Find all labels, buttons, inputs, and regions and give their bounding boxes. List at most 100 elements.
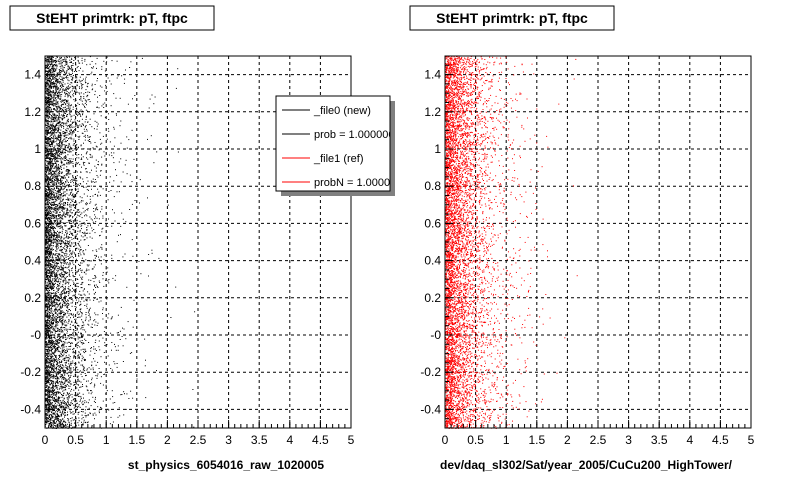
data-point: [53, 262, 55, 264]
data-point: [72, 274, 74, 276]
data-point: [62, 311, 64, 313]
data-point: [52, 340, 53, 342]
data-point: [47, 84, 49, 86]
data-point: [50, 259, 52, 261]
data-point: [47, 357, 49, 359]
data-point: [61, 354, 63, 356]
data-point: [50, 150, 52, 152]
data-point: [48, 67, 50, 69]
data-point: [67, 204, 69, 206]
data-point: [77, 183, 79, 185]
data-point: [56, 244, 58, 245]
data-point: [64, 262, 66, 264]
data-point: [124, 253, 126, 255]
data-point: [58, 299, 60, 301]
data-point: [57, 348, 59, 350]
data-point: [57, 291, 59, 293]
data-point: [114, 220, 116, 222]
data-point: [65, 423, 67, 425]
data-point: [47, 215, 48, 217]
data-point: [68, 336, 70, 338]
data-point: [46, 156, 48, 158]
data-point: [76, 272, 78, 274]
data-point: [75, 124, 77, 126]
data-point: [66, 250, 68, 252]
data-point: [74, 213, 76, 215]
data-point: [82, 400, 84, 402]
data-point: [59, 168, 61, 169]
data-point: [55, 259, 57, 261]
data-point: [60, 374, 62, 376]
data-point: [47, 412, 49, 414]
data-point: [67, 385, 69, 387]
data-point: [58, 150, 60, 152]
data-point: [50, 127, 52, 129]
data-point: [57, 271, 59, 273]
data-point: [52, 94, 54, 96]
data-point: [140, 273, 142, 275]
data-point: [47, 210, 49, 212]
data-point: [119, 415, 121, 417]
data-point: [73, 196, 75, 198]
data-point: [67, 247, 68, 249]
data-point: [85, 214, 87, 216]
data-point: [59, 195, 61, 197]
data-point: [53, 310, 55, 312]
data-point: [88, 367, 90, 369]
data-point: [79, 386, 81, 388]
data-point: [45, 366, 47, 368]
data-point: [50, 407, 52, 409]
data-point: [47, 220, 49, 221]
data-point: [91, 71, 93, 73]
data-point: [95, 414, 97, 416]
data-point: [46, 193, 48, 194]
data-point: [89, 316, 91, 318]
data-point: [72, 77, 74, 79]
data-point: [87, 245, 89, 246]
data-point: [72, 86, 74, 88]
data-point: [66, 291, 68, 293]
data-point: [68, 319, 70, 320]
data-point: [67, 77, 69, 79]
data-point: [89, 56, 91, 58]
data-point: [123, 414, 125, 416]
data-point: [54, 253, 56, 255]
data-point: [67, 209, 69, 211]
data-point: [78, 248, 80, 250]
data-point: [49, 211, 51, 213]
data-point: [45, 147, 47, 149]
data-point: [56, 418, 58, 420]
data-point: [75, 395, 76, 397]
data-point: [67, 68, 69, 70]
data-point: [66, 102, 68, 104]
data-point: [79, 274, 81, 276]
data-point: [49, 83, 51, 85]
data-point: [48, 349, 50, 351]
data-point: [71, 195, 73, 197]
data-point: [67, 171, 69, 173]
data-point: [52, 384, 54, 386]
data-point: [108, 113, 109, 115]
data-point: [48, 378, 50, 380]
data-point: [93, 259, 95, 261]
data-point: [61, 250, 63, 252]
data-point: [49, 392, 50, 393]
data-point: [48, 188, 50, 190]
data-point: [46, 372, 48, 374]
data-point: [52, 377, 54, 379]
data-point: [64, 90, 66, 92]
data-point: [59, 158, 61, 160]
data-point: [50, 377, 52, 379]
data-point: [65, 213, 67, 215]
data-point: [46, 156, 48, 158]
data-point: [68, 279, 70, 281]
data-point: [64, 289, 66, 291]
data-point: [64, 362, 66, 364]
data-point: [79, 220, 81, 222]
data-point: [52, 398, 54, 400]
data-point: [47, 150, 49, 152]
data-point: [66, 185, 67, 187]
data-point: [62, 347, 64, 349]
data-point: [75, 288, 77, 290]
data-point: [50, 106, 52, 108]
